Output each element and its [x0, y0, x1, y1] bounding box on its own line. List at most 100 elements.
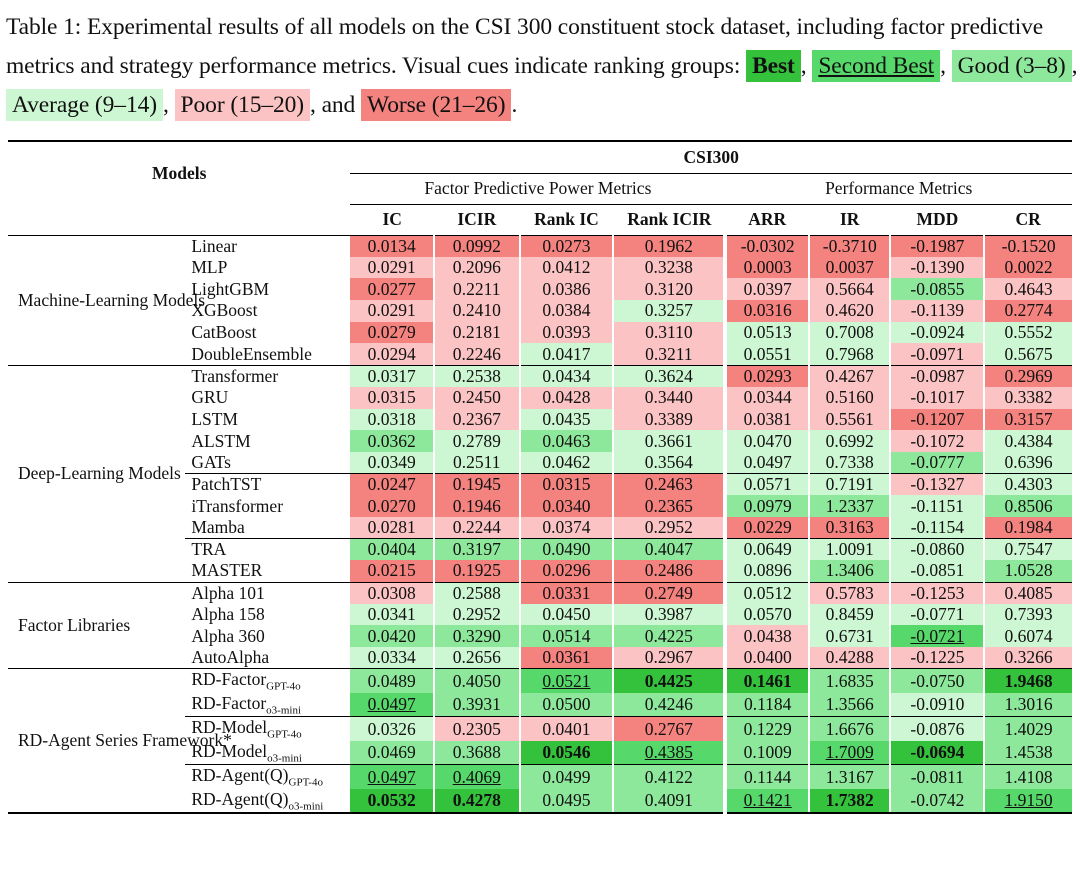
model-name: Linear: [185, 234, 351, 257]
metric-cell-mdd: -0.1987: [889, 234, 985, 257]
metric-cell-rank-icir: 0.3389: [612, 408, 726, 431]
model-name: Alpha 101: [185, 581, 351, 604]
metric-cell-arr: 0.1144: [723, 764, 809, 789]
metric-cell-mdd: -0.0811: [889, 764, 985, 789]
metric-cell-cr: 1.4029: [983, 716, 1072, 741]
table-row: RD-Agent(Q)o3-mini 0.0532 0.4278 0.0495 0.40…: [8, 788, 1072, 815]
metric-cell-icir: 0.1946: [432, 495, 520, 517]
metric-cell-arr: 0.1184: [723, 692, 809, 717]
model-name: LightGBM: [191, 278, 270, 299]
metric-cell-ic: 0.0420: [350, 625, 434, 648]
metric-cell-rank-icir: 0.2967: [612, 647, 726, 669]
metric-cell-icir: 0.2367: [432, 408, 520, 431]
metric-cell-arr: 0.0381: [723, 408, 809, 431]
metric-cell-ic: 0.0291: [350, 300, 434, 322]
metric-cell-rank-icir: 0.3661: [612, 430, 726, 452]
metric-cell-ir: 1.3167: [807, 764, 891, 789]
metric-cell-ic: 0.0362: [350, 430, 434, 452]
metric-cell-ir: 0.6992: [807, 430, 891, 452]
metric-cell-ir: 0.8459: [807, 603, 891, 626]
metric-cell-arr: 0.0649: [723, 538, 809, 561]
metric-cell-mdd: -0.0876: [889, 716, 985, 741]
metric-cell-arr: 0.0571: [723, 473, 809, 496]
metric-cell-rank-ic: 0.0514: [518, 625, 614, 648]
model-name: RD-FactorGPT-4o: [185, 668, 351, 693]
metric-cell-rank-icir: 0.2952: [612, 516, 726, 539]
column-header-ir: IR: [808, 203, 891, 235]
metric-cell-icir: 0.2538: [432, 364, 520, 387]
metric-cell-icir: 0.3290: [432, 625, 520, 648]
model-name: RD-Factoro3-mini: [191, 692, 302, 717]
metric-cell-arr: 0.1461: [723, 668, 809, 693]
metric-cell-rank-ic: 0.0546: [518, 740, 614, 765]
metric-cell-cr: 0.4384: [983, 430, 1072, 452]
metric-cell-ir: 1.0091: [807, 538, 891, 561]
metric-cell-rank-icir: 0.3564: [612, 451, 726, 474]
metric-cell-rank-ic: 0.0315: [518, 473, 614, 496]
metric-cell-icir: 0.3688: [432, 740, 520, 765]
metric-cell-arr: 0.1009: [723, 740, 809, 765]
metric-cell-ic: 0.0247: [350, 473, 434, 496]
metric-cell-rank-icir: 0.3440: [612, 386, 726, 409]
model-name: Alpha 158: [191, 604, 265, 625]
metric-cell-arr: 0.1229: [723, 716, 809, 741]
metric-cell-mdd: -0.0771: [889, 603, 985, 626]
metric-cell-cr: 0.5552: [983, 321, 1072, 344]
metric-cell-cr: 0.8506: [983, 495, 1072, 517]
table-row: LSTM 0.0318 0.2367 0.0435 0.3389 0.0381 0.5561…: [8, 408, 1072, 431]
cue-second-best: Second Best: [812, 50, 941, 82]
metric-cell-arr: 0.0316: [723, 300, 809, 322]
metric-cell-rank-icir: 0.3110: [612, 321, 726, 344]
table-caption: Table 1: Experimental results of all mod…: [6, 8, 1078, 125]
metric-cell-icir: 0.1945: [432, 473, 520, 496]
metric-cell-ic: 0.0469: [350, 740, 434, 765]
metric-cell-ic: 0.0532: [350, 788, 434, 815]
metric-cell-arr: 0.0513: [723, 321, 809, 344]
table-row: Deep-Learning Models Transformer 0.0317 0.2…: [8, 364, 1072, 582]
metric-cell-icir: 0.0992: [432, 234, 520, 257]
model-name: GRU: [191, 387, 229, 408]
metric-cell-cr: 0.2774: [983, 300, 1072, 322]
metric-cell-rank-icir: 0.4091: [612, 788, 726, 815]
metric-cell-icir: 0.2789: [432, 430, 520, 452]
metric-cell-cr: 0.2969: [983, 364, 1072, 387]
metric-cell-rank-ic: 0.0331: [518, 581, 614, 604]
metric-cell-mdd: -0.0694: [889, 740, 985, 765]
metric-cell-icir: 0.2952: [432, 603, 520, 626]
model-name: RD-ModelGPT-4o: [185, 716, 351, 741]
results-table: Models CSI300 Factor Predictive Power Me…: [8, 140, 1072, 815]
metric-cell-arr: 0.0497: [723, 451, 809, 474]
metric-cell-cr: 0.4643: [983, 278, 1072, 301]
metric-cell-rank-icir: 0.3120: [612, 278, 726, 301]
metric-cell-ir: 1.3566: [807, 692, 891, 717]
model-name: LSTM: [191, 408, 238, 429]
group-label: RD-Agent Series Framework*: [8, 668, 232, 815]
column-header-arr: ARR: [725, 203, 809, 235]
column-header-cr: CR: [984, 203, 1072, 235]
table-row: MASTER 0.0215 0.1925 0.0296 0.2486 0.0896 1.34…: [8, 560, 1072, 582]
model-name: Mamba: [191, 517, 245, 538]
metric-cell-mdd: -0.1327: [889, 473, 985, 496]
cue-best: Best: [746, 50, 801, 82]
model-name: RD-Agent(Q)GPT-4o: [185, 764, 351, 789]
metric-cell-arr: 0.0512: [723, 581, 809, 604]
metric-cell-rank-ic: 0.0374: [518, 516, 614, 539]
metric-cell-mdd: -0.1225: [889, 647, 985, 669]
metric-cell-ir: 0.7338: [807, 451, 891, 474]
metric-cell-arr: 0.0397: [723, 278, 809, 301]
metric-cell-cr: 0.3157: [983, 408, 1072, 431]
metric-cell-arr: 0.0003: [723, 256, 809, 279]
metric-cell-ic: 0.0294: [350, 343, 434, 366]
metric-cell-mdd: -0.0721: [889, 625, 985, 648]
metric-cell-rank-ic: 0.0340: [518, 495, 614, 517]
model-name: MLP: [191, 257, 228, 278]
metric-cell-rank-ic: 0.0296: [518, 560, 614, 582]
column-header-rank-icir: Rank ICIR: [613, 203, 726, 235]
table-row: Mamba 0.0281 0.2244 0.0374 0.2952 0.0229 0.316…: [8, 516, 1072, 539]
metric-cell-ic: 0.0279: [350, 321, 434, 344]
metric-cell-ic: 0.0489: [350, 668, 434, 693]
metric-cell-arr: 0.0400: [723, 647, 809, 669]
metric-cell-cr: 0.0022: [983, 256, 1072, 279]
table-row: DoubleEnsemble 0.0294 0.2246 0.0417 0.3211 0.…: [8, 343, 1072, 366]
column-header-mdd: MDD: [890, 203, 985, 235]
